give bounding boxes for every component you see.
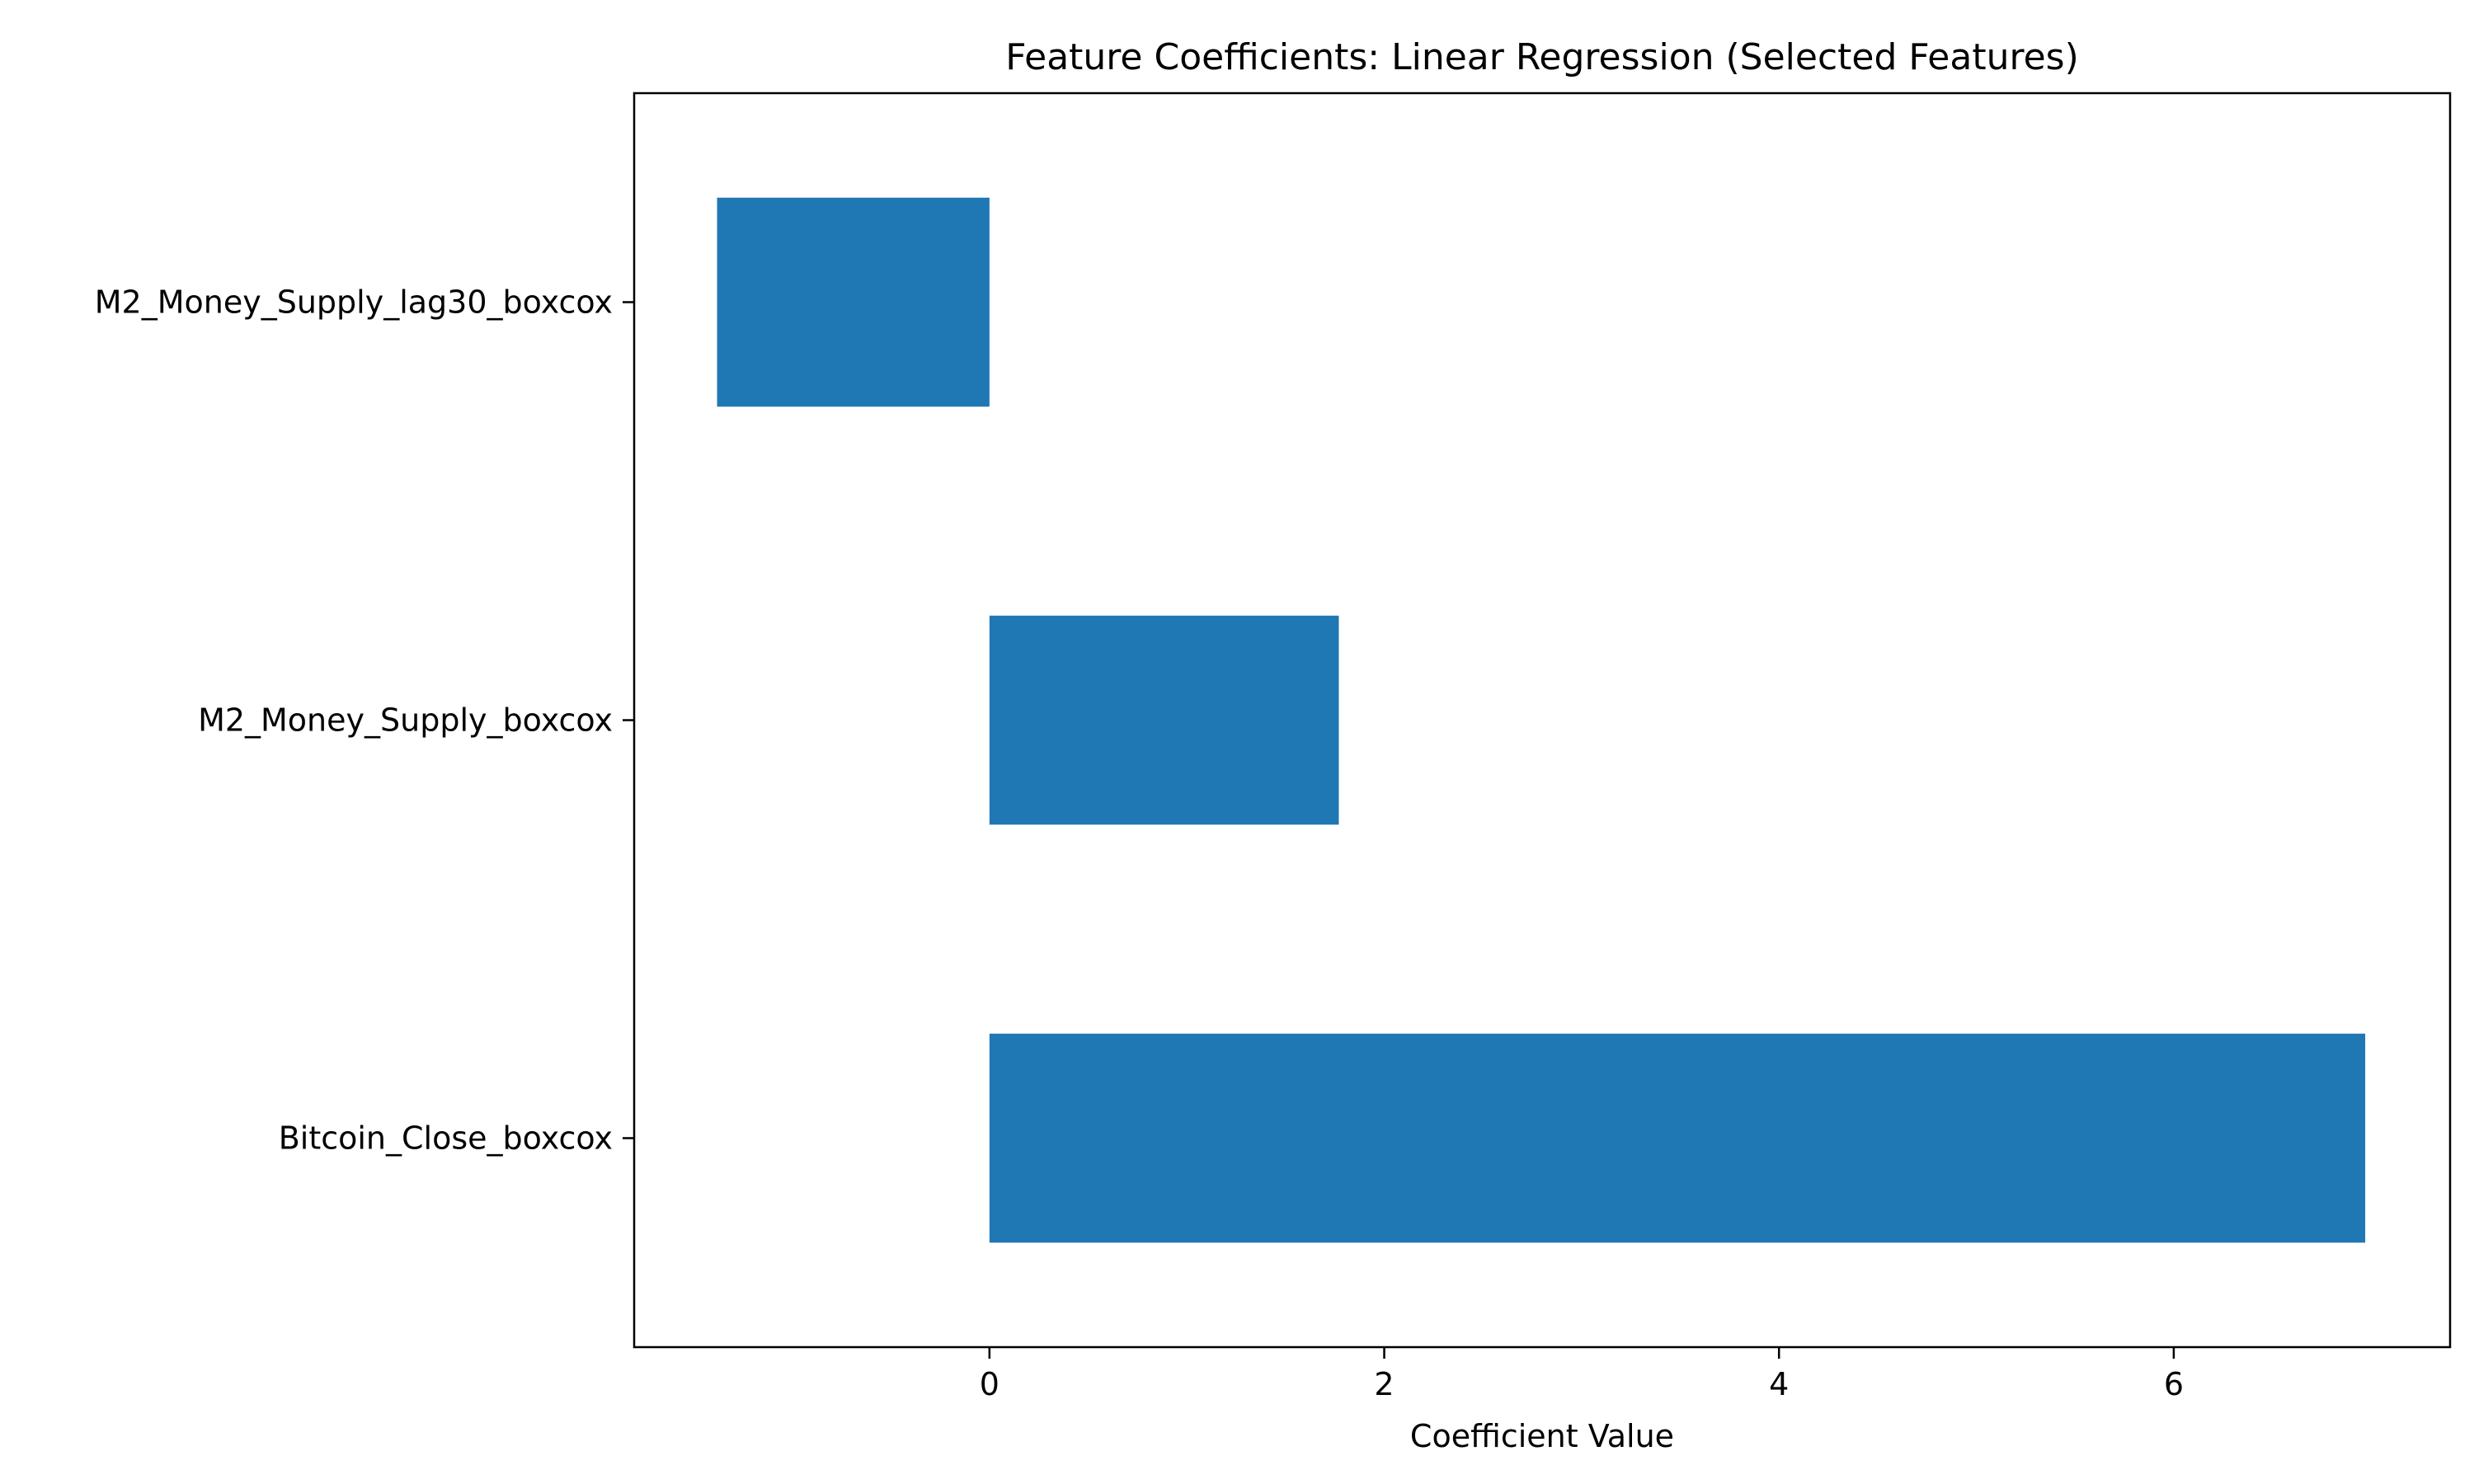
bar-M2_Money_Supply_lag30_boxcox bbox=[717, 197, 990, 407]
x-tick-label: 2 bbox=[1374, 1366, 1394, 1402]
x-axis-label: Coefficient Value bbox=[1410, 1418, 1674, 1454]
bars-group bbox=[717, 197, 2366, 1243]
y-axis: Bitcoin_Close_boxcox M2_Money_Supply_boxc… bbox=[95, 284, 634, 1157]
bar-M2_Money_Supply_boxcox bbox=[989, 615, 1339, 825]
chart-title: Feature Coefficients: Linear Regression … bbox=[1005, 36, 2079, 78]
y-tick-label: M2_Money_Supply_boxcox bbox=[198, 702, 613, 739]
x-tick-label: 6 bbox=[2164, 1366, 2184, 1402]
y-tick-label: Bitcoin_Close_boxcox bbox=[279, 1120, 613, 1157]
x-tick-label: 0 bbox=[980, 1366, 999, 1402]
x-tick-label: 4 bbox=[1769, 1366, 1789, 1402]
x-axis: 0 2 4 6 bbox=[980, 1347, 2184, 1402]
bar-Bitcoin_Close_boxcox bbox=[989, 1033, 2366, 1243]
y-tick-label: M2_Money_Supply_lag30_boxcox bbox=[95, 284, 613, 321]
plot-frame bbox=[633, 92, 2452, 1349]
